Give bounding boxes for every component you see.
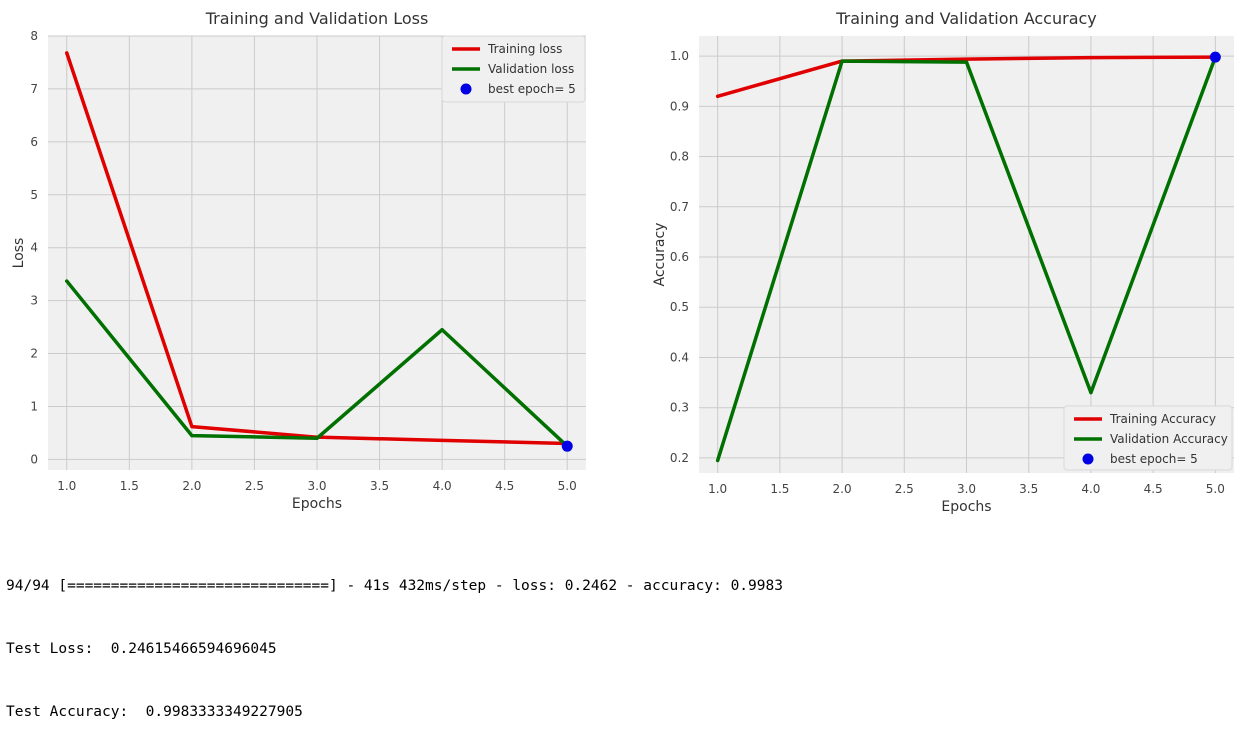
accuracy-x-tick-label: 2.0 [833, 482, 852, 496]
loss-best-epoch-marker [561, 440, 573, 452]
loss-validation-loss-point [190, 433, 194, 438]
loss-validation-loss-point [65, 279, 69, 283]
accuracy-validation-accuracy-point [840, 59, 844, 63]
accuracy-training-accuracy-point [964, 57, 969, 61]
accuracy-best-epoch-marker [1209, 51, 1221, 63]
loss-x-tick-label: 3.5 [370, 479, 389, 493]
loss-x-tick-label: 2.5 [245, 479, 264, 493]
loss-legend-label: Validation loss [488, 62, 574, 76]
accuracy-validation-accuracy-point [1089, 391, 1093, 395]
loss-y-tick-label: 8 [30, 29, 38, 43]
loss-y-tick-label: 5 [30, 188, 38, 202]
loss-x-axis-label: Epochs [292, 496, 342, 512]
loss-x-tick-label: 1.5 [120, 479, 139, 493]
loss-x-tick-label: 4.5 [495, 479, 514, 493]
loss-training-loss-point [65, 51, 69, 55]
loss-y-tick-label: 2 [30, 347, 38, 361]
loss-training-loss-point [440, 438, 444, 442]
accuracy-legend-label: Training Accuracy [1109, 412, 1216, 426]
loss-validation-loss-point [315, 436, 319, 440]
accuracy-legend-box [1063, 405, 1233, 471]
accuracy-x-tick-label: 2.5 [895, 482, 914, 496]
accuracy-y-tick-label: 0.2 [670, 451, 689, 465]
accuracy-y-tick-label: 0.7 [670, 200, 689, 214]
accuracy-y-tick-label: 0.4 [670, 350, 689, 364]
loss-training-loss-point [190, 425, 194, 429]
loss-y-tick-label: 3 [30, 294, 38, 308]
accuracy-training-accuracy-point [716, 94, 720, 98]
accuracy-x-tick-label: 4.0 [1081, 482, 1100, 496]
accuracy-x-tick-label: 1.0 [708, 482, 727, 496]
figure: 1.0 1.5 2.0 2.5 3.0 3.5 4.0 4.5 5.0 0 1 2 3 4 5 6 7 8 Trai… [11, 9, 1234, 515]
accuracy-validation-accuracy-point [964, 60, 969, 64]
accuracy-x-tick-label: 1.5 [770, 482, 789, 496]
accuracy-y-axis-label: Accuracy [652, 223, 668, 287]
loss-chart-title: Training and Validation Loss [205, 9, 429, 28]
loss-legend-best-marker [460, 83, 472, 95]
loss-x-tick-label: 1.0 [57, 479, 76, 493]
accuracy-x-tick-label: 5.0 [1206, 482, 1225, 496]
accuracy-chart-title: Training and Validation Accuracy [835, 9, 1097, 28]
accuracy-x-axis-label: Epochs [941, 499, 991, 515]
loss-y-tick-label: 6 [30, 135, 38, 149]
accuracy-y-tick-label: 0.3 [670, 401, 689, 415]
loss-y-axis-label: Loss [11, 238, 27, 269]
accuracy-x-tick-label: 3.5 [1019, 482, 1038, 496]
console-output: 94/94 [==============================] -… [6, 534, 1246, 744]
accuracy-y-tick-label: 0.6 [670, 250, 689, 264]
accuracy-legend: Training Accuracy Validation Accuracy best… [1063, 405, 1233, 471]
accuracy-legend-label: best epoch= 5 [1110, 452, 1198, 466]
accuracy-training-accuracy-point [1089, 55, 1093, 60]
loss-y-tick-label: 4 [30, 241, 38, 255]
loss-legend-label: best epoch= 5 [488, 82, 576, 96]
console-progress-line: 94/94 [==============================] -… [6, 578, 783, 594]
loss-x-tick-label: 2.0 [182, 479, 201, 493]
loss-y-tick-label: 0 [30, 452, 38, 466]
accuracy-y-tick-label: 0.9 [670, 99, 689, 113]
accuracy-x-tick-label: 4.5 [1144, 482, 1163, 496]
loss-x-tick-label: 5.0 [558, 479, 577, 493]
loss-y-tick-label: 7 [30, 82, 38, 96]
loss-y-tick-label: 1 [30, 399, 38, 413]
loss-x-tick-label: 4.0 [433, 479, 452, 493]
accuracy-legend-best-marker [1082, 453, 1094, 465]
accuracy-legend-label: Validation Accuracy [1110, 432, 1228, 446]
loss-legend: Training loss Validation loss best epoch= … [441, 35, 586, 103]
loss-x-tick-label: 3.0 [307, 479, 326, 493]
console-test-loss-line: Test Loss: 0.24615466594696045 [6, 641, 277, 657]
loss-validation-loss-point [440, 328, 444, 332]
accuracy-x-tick-label: 3.0 [957, 482, 976, 496]
console-test-accuracy-line: Test Accuracy: 0.9983333349227905 [6, 704, 303, 720]
accuracy-validation-accuracy-point [716, 458, 720, 463]
accuracy-y-tick-label: 1.0 [670, 49, 689, 63]
accuracy-y-tick-label: 0.8 [670, 150, 689, 164]
accuracy-y-tick-label: 0.5 [670, 300, 689, 314]
accuracy-chart: 1.0 1.5 2.0 2.5 3.0 3.5 4.0 4.5 5.0 0.2 0.3 0.4 0.5 0… [652, 9, 1234, 515]
loss-legend-box [441, 35, 586, 103]
loss-legend-label: Training loss [487, 42, 562, 56]
loss-chart: 1.0 1.5 2.0 2.5 3.0 3.5 4.0 4.5 5.0 0 1 2 3 4 5 6 7 8 Trai… [11, 9, 586, 512]
